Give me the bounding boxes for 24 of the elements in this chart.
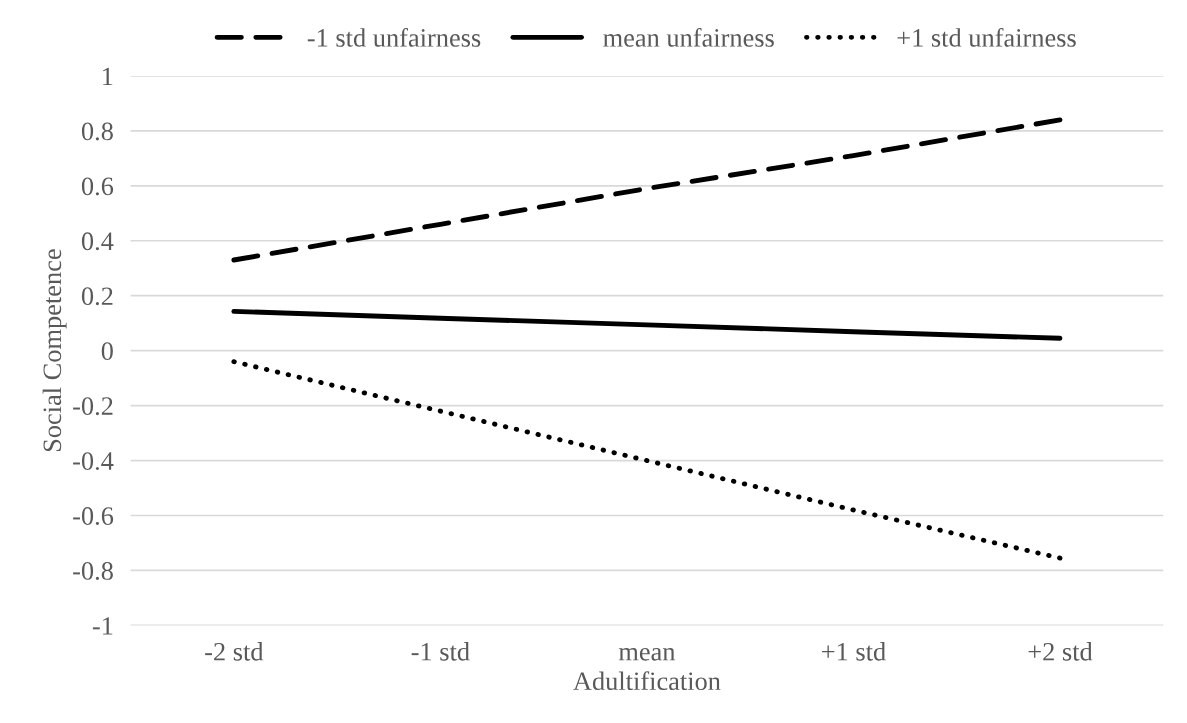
y-tick-label: 0 xyxy=(101,342,113,361)
legend-label: mean unfairness xyxy=(603,27,774,47)
legend-label: +1 std unfairness xyxy=(897,27,1076,47)
x-tick-label: -1 std xyxy=(411,642,470,661)
line-series xyxy=(231,308,1063,341)
y-tick-label: 0.6 xyxy=(81,177,114,196)
x-tick-label: mean xyxy=(618,647,676,661)
x-axis-title: Adultification xyxy=(573,671,721,691)
y-tick-label: -0.4 xyxy=(73,452,114,471)
y-tick-label: 1 xyxy=(103,67,113,86)
y-tick-label: -0.2 xyxy=(73,397,113,416)
y-tick-label: -0.6 xyxy=(73,507,114,526)
y-axis-title: Social Competence xyxy=(42,249,67,452)
x-tick-label: +2 std xyxy=(1028,642,1093,661)
y-tick-label: -0.8 xyxy=(73,562,113,580)
line-series xyxy=(231,359,1063,561)
y-tick-label: 0.2 xyxy=(81,287,113,306)
y-tick-label: -1 xyxy=(92,617,113,635)
line-series xyxy=(231,117,1063,263)
x-tick-label: -2 std xyxy=(205,642,264,661)
legend-label: -1 std unfairness xyxy=(307,27,481,47)
x-tick-label: +1 std xyxy=(822,642,886,661)
y-tick-label: 0.8 xyxy=(81,122,113,141)
y-tick-label: 0.4 xyxy=(81,232,114,251)
